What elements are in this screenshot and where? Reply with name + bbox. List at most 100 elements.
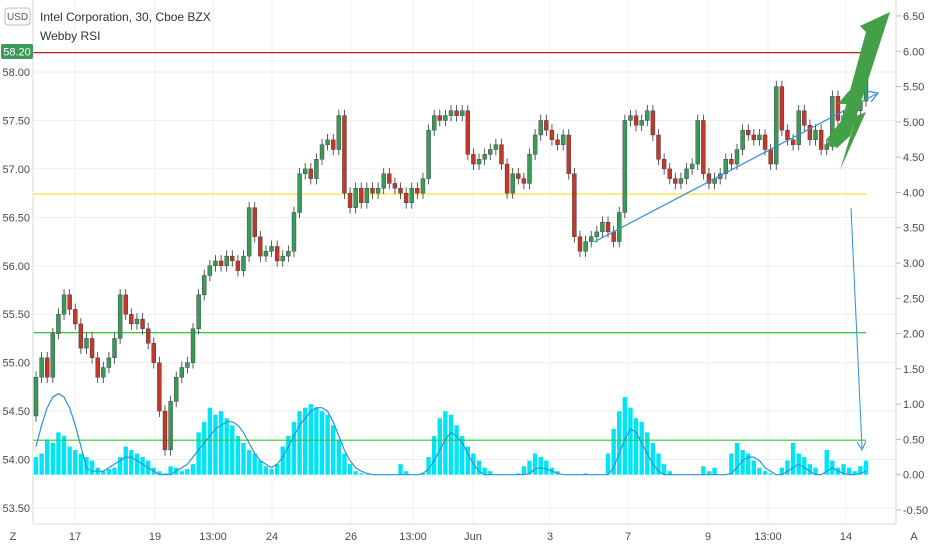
candle-body bbox=[824, 144, 829, 150]
candle-body bbox=[600, 221, 605, 233]
candle-body bbox=[566, 134, 571, 174]
candle-body bbox=[706, 173, 712, 184]
volume-bar bbox=[134, 453, 140, 475]
volume-bar bbox=[650, 442, 656, 475]
time-tick-label: 26 bbox=[345, 531, 357, 543]
volume-bar bbox=[460, 435, 465, 475]
log-scale-button[interactable]: A bbox=[910, 531, 918, 543]
candle-body bbox=[678, 178, 684, 184]
volume-bar bbox=[437, 418, 442, 475]
volume-bar bbox=[269, 469, 274, 475]
volume-bar bbox=[50, 442, 56, 475]
volume-bar bbox=[185, 469, 190, 475]
candle-body bbox=[689, 163, 695, 170]
price-tick-label: 58.00 bbox=[2, 67, 30, 79]
volume-bar bbox=[314, 407, 319, 475]
projection-arrow-line[interactable] bbox=[850, 207, 863, 449]
candle-body bbox=[448, 110, 454, 116]
rsi-axis[interactable]: 6.50 6.00 5.50 5.00 4.50 4.00 3.50 3.00 2.50 2.00… bbox=[896, 11, 928, 517]
candle-body bbox=[145, 328, 151, 344]
candle-body bbox=[611, 231, 616, 242]
candle-body bbox=[45, 357, 50, 378]
rsi-tick-label: 4.50 bbox=[903, 152, 924, 164]
volume-bar bbox=[734, 442, 740, 475]
candle-body bbox=[185, 362, 190, 368]
price-axis[interactable]: 58.00 57.50 57.00 56.50 56.00 55.50 55.00 54.50… bbox=[2, 67, 30, 515]
candle-body bbox=[835, 96, 841, 121]
candle-body bbox=[246, 207, 252, 257]
volume-bar bbox=[476, 460, 482, 475]
candle-body bbox=[174, 377, 179, 402]
candle-body bbox=[364, 188, 370, 203]
volume-bar bbox=[841, 464, 846, 475]
candle-body bbox=[729, 158, 734, 165]
currency-badge[interactable]: USD bbox=[4, 7, 31, 26]
volume-bar bbox=[336, 439, 342, 475]
candle-body bbox=[61, 294, 67, 315]
volume-bar bbox=[230, 425, 235, 475]
volume-bar bbox=[583, 473, 588, 475]
candle-body bbox=[33, 377, 39, 417]
candle-body bbox=[286, 251, 291, 257]
candle-body bbox=[168, 401, 173, 451]
candle-body bbox=[196, 294, 201, 329]
candle-body bbox=[661, 158, 667, 170]
volume-bar bbox=[448, 414, 454, 475]
volume-bar bbox=[202, 421, 207, 475]
volume-bars bbox=[33, 397, 869, 475]
candle-body bbox=[673, 178, 678, 184]
price-tick-label: 54.50 bbox=[2, 406, 30, 418]
rsi-tick-label: 0.00 bbox=[903, 470, 924, 482]
time-axis[interactable]: 17 19 13:00 24 26 13:00 Jun 3 7 9 13:00 14 bbox=[69, 531, 852, 543]
candle-body bbox=[280, 255, 285, 262]
volume-bar bbox=[454, 425, 459, 475]
volume-bar bbox=[286, 435, 291, 475]
volume-bar bbox=[218, 411, 224, 475]
candle-body bbox=[555, 139, 560, 145]
candle-body bbox=[319, 144, 325, 160]
candle-body bbox=[297, 173, 302, 213]
time-tick-label: 9 bbox=[705, 531, 711, 543]
volume-bar bbox=[605, 453, 611, 475]
candle-body bbox=[381, 173, 386, 189]
price-tick-label: 56.50 bbox=[2, 212, 30, 224]
volume-bar bbox=[207, 407, 213, 475]
trend-line[interactable] bbox=[593, 93, 877, 243]
candle-body bbox=[476, 158, 482, 165]
volume-bar bbox=[488, 471, 493, 475]
candle-body bbox=[252, 207, 257, 237]
candle-body bbox=[331, 139, 336, 150]
volume-bar bbox=[347, 464, 353, 475]
candle-body bbox=[774, 86, 779, 165]
auto-scale-button[interactable]: Z bbox=[10, 531, 17, 543]
candle-body bbox=[415, 188, 420, 194]
volume-bar bbox=[740, 450, 745, 475]
candle-body bbox=[807, 125, 813, 141]
candle-body bbox=[667, 168, 672, 179]
candle-body bbox=[583, 241, 588, 252]
candle-body bbox=[460, 110, 465, 116]
volume-bar bbox=[319, 411, 325, 475]
candle-body bbox=[594, 231, 600, 237]
candle-body bbox=[101, 367, 106, 378]
candle-body bbox=[605, 221, 611, 233]
candle-body bbox=[359, 188, 364, 203]
candle-body bbox=[723, 158, 728, 174]
volume-bar bbox=[129, 450, 134, 475]
price-tick-label: 55.00 bbox=[2, 358, 30, 370]
candle-body bbox=[392, 183, 398, 189]
candle-body bbox=[802, 110, 807, 126]
candle-body bbox=[499, 144, 504, 165]
candle-body bbox=[504, 163, 510, 194]
candle-body bbox=[431, 115, 437, 131]
candle-body bbox=[560, 134, 566, 145]
volume-bar bbox=[140, 457, 145, 475]
candle-body bbox=[398, 188, 403, 194]
volume-bar bbox=[190, 464, 196, 475]
candle-body bbox=[123, 294, 128, 315]
candle-body bbox=[84, 338, 89, 349]
candle-body bbox=[213, 260, 218, 266]
volume-bar bbox=[89, 460, 95, 475]
last-price-label: 58.20 bbox=[3, 47, 31, 59]
